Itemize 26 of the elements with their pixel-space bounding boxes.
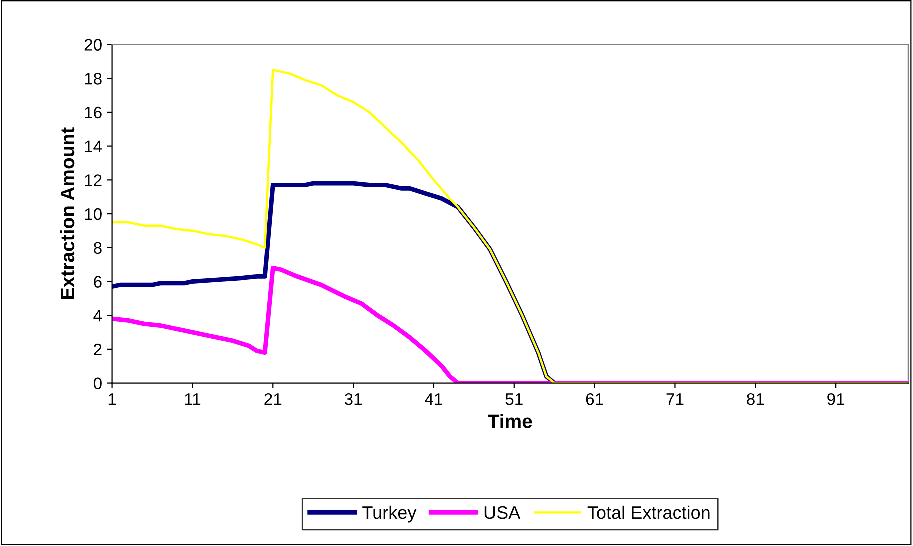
y-tick-label: 2 — [94, 344, 102, 356]
x-tick-label: 81 — [747, 393, 764, 406]
y-axis-title: Extraction Amount — [60, 128, 75, 300]
x-tick-label: 1 — [108, 394, 116, 406]
x-tick-label: 41 — [425, 394, 442, 406]
x-tick-label: 31 — [344, 393, 362, 406]
y-tick-label: 6 — [94, 276, 102, 288]
y-tick-label: 0 — [94, 378, 102, 390]
x-tick-label: 11 — [185, 394, 201, 406]
y-tick-label: 8 — [94, 242, 102, 254]
x-tick-label: 71 — [666, 394, 684, 406]
x-tick-label: 91 — [828, 393, 845, 406]
y-tick-label: 10 — [85, 208, 102, 220]
y-tick-label: 4 — [94, 310, 102, 322]
legend-label: USA — [484, 506, 521, 520]
x-tick-label: 21 — [264, 393, 282, 406]
y-tick-label: 16 — [85, 106, 102, 119]
legend-label: Turkey — [362, 506, 417, 523]
y-tick-label: 20 — [84, 39, 102, 51]
x-tick-label: 61 — [586, 393, 604, 406]
x-axis-title: Time — [488, 414, 532, 428]
x-tick-label: 51 — [506, 394, 523, 406]
y-tick-label: 18 — [85, 73, 102, 85]
y-tick-label: 14 — [85, 140, 102, 152]
legend-label: Total Extraction — [588, 506, 710, 520]
y-tick-label: 12 — [85, 174, 102, 186]
